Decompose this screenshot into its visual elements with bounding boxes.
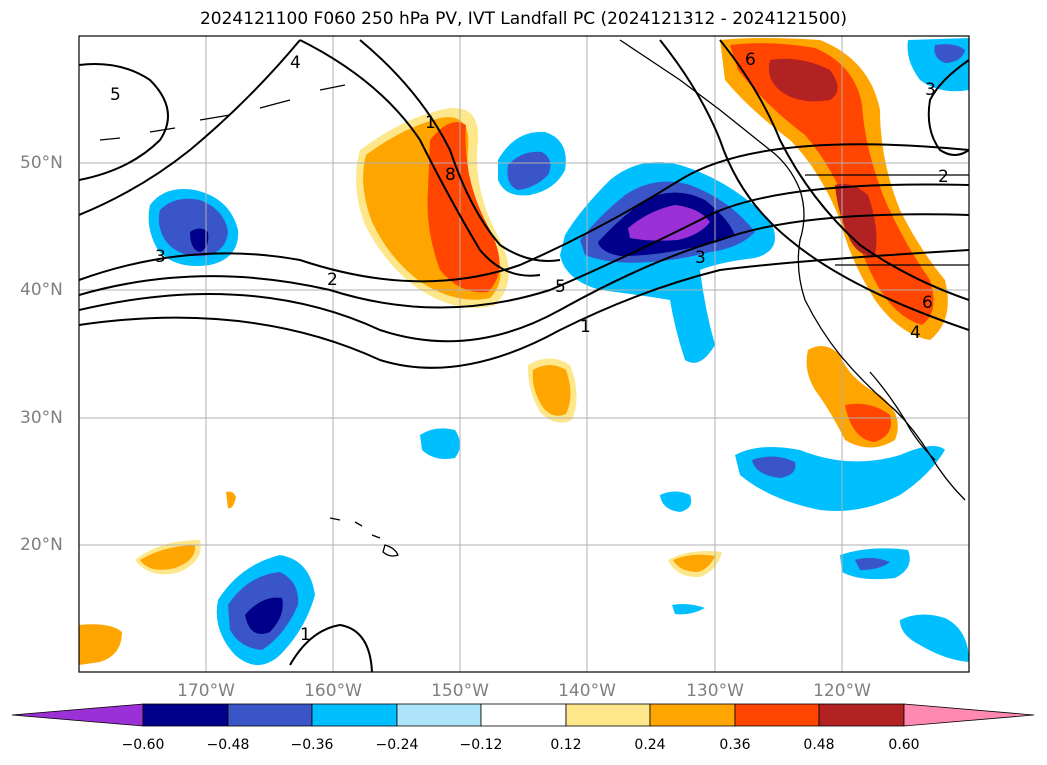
colorbar-tick: −0.12 bbox=[459, 737, 503, 753]
aleutian-islands bbox=[99, 84, 346, 141]
pv-contour bbox=[359, 39, 561, 262]
colorbar-extend-high bbox=[903, 703, 1035, 727]
pv-contour bbox=[719, 39, 969, 301]
contour-label: 6 bbox=[922, 293, 933, 313]
lat-label: 40°N bbox=[20, 280, 63, 300]
colorbar-tick: 0.12 bbox=[550, 737, 582, 753]
contour-label: 2 bbox=[327, 270, 338, 290]
negative-anomaly-region bbox=[628, 205, 710, 241]
contour-label: 1 bbox=[300, 625, 311, 645]
pv-contour bbox=[79, 39, 301, 216]
pv-contour bbox=[289, 623, 373, 672]
lon-label: 170°W bbox=[177, 681, 235, 701]
north-america-coast bbox=[619, 39, 966, 501]
positive-anomaly-region bbox=[532, 365, 571, 416]
negative-anomaly-region bbox=[660, 491, 692, 512]
colorbar-segment bbox=[480, 703, 567, 727]
colorbar-tick: −0.24 bbox=[375, 737, 419, 753]
contour-label: 5 bbox=[555, 277, 566, 297]
negative-anomaly-region bbox=[245, 597, 283, 634]
negative-anomaly-region bbox=[507, 151, 551, 190]
colorbar-segment bbox=[142, 703, 229, 727]
pv-contour bbox=[659, 39, 969, 331]
colorbar-segment bbox=[734, 703, 820, 727]
colorbar-segment bbox=[649, 703, 736, 727]
negative-anomaly-region bbox=[934, 44, 965, 63]
positive-anomaly-region bbox=[140, 545, 196, 570]
colorbar-tick: −0.60 bbox=[121, 737, 165, 753]
positive-anomaly-region bbox=[79, 624, 122, 665]
negative-anomaly-region bbox=[752, 456, 796, 478]
contour-label: 1 bbox=[580, 317, 591, 337]
positive-anomaly-region bbox=[427, 122, 500, 293]
colorbar-tick: 0.60 bbox=[888, 737, 920, 753]
colorbar bbox=[11, 703, 1035, 727]
positive-anomaly-region bbox=[768, 58, 838, 102]
coastlines bbox=[99, 39, 969, 557]
contour-label: 1 bbox=[425, 113, 436, 133]
map-frame-content: 5 4 3 2 1 8 5 3 1 6 6 4 3 2 1 bbox=[79, 36, 969, 672]
lat-label: 30°N bbox=[20, 408, 63, 428]
colorbar-segment bbox=[396, 703, 482, 727]
pv-contour bbox=[79, 63, 169, 181]
negative-anomaly-region bbox=[158, 198, 228, 257]
lon-label: 150°W bbox=[431, 681, 489, 701]
colorbar-segment bbox=[311, 703, 398, 727]
contour-label: 2 bbox=[938, 167, 949, 187]
pv-contour bbox=[79, 249, 969, 369]
colorbar-segment bbox=[818, 703, 905, 727]
negative-anomaly-region bbox=[420, 428, 460, 459]
contour-label: 6 bbox=[745, 50, 756, 70]
contour-label: 4 bbox=[910, 323, 921, 343]
lon-label: 120°W bbox=[813, 681, 871, 701]
positive-anomaly-region bbox=[226, 491, 236, 509]
positive-anomaly-region bbox=[673, 554, 715, 572]
contour-label: 4 bbox=[290, 53, 301, 73]
map-border bbox=[78, 35, 970, 673]
pv-contour bbox=[927, 59, 969, 156]
colorbar-segment bbox=[227, 703, 313, 727]
hawaii-islands bbox=[329, 517, 399, 557]
graticule bbox=[79, 36, 969, 672]
contour-label: 3 bbox=[695, 248, 706, 268]
lon-label: 140°W bbox=[558, 681, 616, 701]
contour-label: 8 bbox=[445, 165, 456, 185]
lon-label: 160°W bbox=[304, 681, 362, 701]
colorbar-extend-low bbox=[11, 703, 144, 727]
colorbar-tick: 0.48 bbox=[803, 737, 835, 753]
pv-contour bbox=[79, 213, 969, 343]
pv-contour bbox=[79, 143, 969, 283]
contour-label: 5 bbox=[110, 85, 121, 105]
negative-anomaly-region bbox=[900, 614, 969, 662]
map-title: 2024121100 F060 250 hPa PV, IVT Landfall… bbox=[199, 9, 847, 29]
colorbar-tick: −0.36 bbox=[290, 737, 334, 753]
colorbar-tick: −0.48 bbox=[206, 737, 250, 753]
negative-anomaly-region bbox=[672, 604, 705, 615]
contour-label: 3 bbox=[155, 247, 166, 267]
colorbar-tick: 0.36 bbox=[719, 737, 751, 753]
positive-anomaly-region bbox=[835, 183, 877, 256]
colorbar-tick: 0.24 bbox=[634, 737, 666, 753]
pv-contour bbox=[79, 183, 969, 309]
pv-contour bbox=[299, 39, 541, 277]
negative-anomaly-region bbox=[855, 557, 890, 570]
negative-anomaly-region bbox=[190, 228, 209, 252]
colorbar-segment bbox=[565, 703, 651, 727]
lat-label: 20°N bbox=[20, 535, 63, 555]
pv-contours bbox=[79, 39, 969, 672]
lat-label: 50°N bbox=[20, 153, 63, 173]
baja-coast bbox=[869, 371, 936, 461]
lon-label: 130°W bbox=[686, 681, 744, 701]
contour-label: 3 bbox=[925, 80, 936, 100]
positive-anomaly-region bbox=[845, 403, 891, 442]
